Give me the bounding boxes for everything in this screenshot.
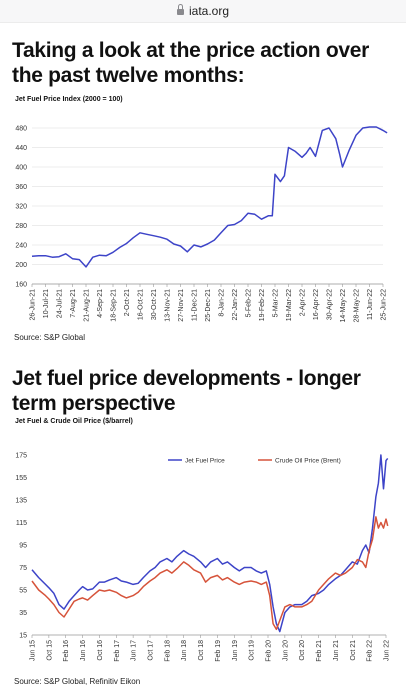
x-tick-label: 8-Jan-22 xyxy=(219,289,226,317)
y-tick-label: 320 xyxy=(15,204,27,211)
x-tick-label: 16-Apr-22 xyxy=(313,289,320,320)
x-tick-label: Oct 19 xyxy=(249,640,256,661)
lock-icon xyxy=(176,4,184,15)
series-line-0 xyxy=(31,126,388,268)
x-tick-label: 16-Oct-21 xyxy=(138,289,145,320)
x-tick-label: Oct 16 xyxy=(97,640,104,661)
x-tick-label: 30-Apr-22 xyxy=(327,289,334,320)
url-text: iata.org xyxy=(188,4,230,18)
browser-address-bar[interactable]: iata.org xyxy=(0,0,406,23)
chart1-source: Source: S&P Global xyxy=(14,333,86,342)
x-tick-label: 5-Feb-22 xyxy=(246,289,253,318)
x-tick-label: Feb 19 xyxy=(215,640,222,662)
x-tick-label: 25-Jun-22 xyxy=(381,289,388,321)
x-tick-label: Jun 20 xyxy=(282,640,289,661)
x-tick-label: 22-Jan-22 xyxy=(232,289,239,321)
x-tick-label: Feb 20 xyxy=(266,640,273,662)
chart2-title: Jet Fuel & Crude Oil Price ($/barrel) xyxy=(15,418,133,425)
x-tick-label: 2-Apr-22 xyxy=(300,289,307,316)
y-tick-label: 240 xyxy=(15,243,27,250)
y-tick-label: 175 xyxy=(15,453,27,460)
y-tick-label: 360 xyxy=(15,184,27,191)
x-tick-label: Feb 18 xyxy=(164,640,171,662)
chart2-source: Source: S&P Global, Refinitiv Eikon xyxy=(14,677,141,686)
y-tick-label: 35 xyxy=(19,610,27,617)
chart1-title: Jet Fuel Price Index (2000 = 100) xyxy=(15,96,123,103)
x-tick-label: 19-Feb-22 xyxy=(259,289,266,321)
x-tick-label: 11-Dec-21 xyxy=(192,289,199,321)
y-tick-label: 480 xyxy=(15,126,27,133)
x-tick-label: 21-Aug-21 xyxy=(84,289,91,322)
x-tick-label: Jun 19 xyxy=(232,640,239,661)
x-tick-label: Jun 22 xyxy=(384,640,391,661)
x-tick-label: 11-Jun-22 xyxy=(367,289,374,320)
x-tick-label: Jun 17 xyxy=(131,640,138,661)
y-tick-label: 75 xyxy=(19,565,27,572)
x-tick-label: 18-Sep-21 xyxy=(111,289,118,322)
x-tick-label: 5-Mar-22 xyxy=(273,289,280,318)
chart1-svg: 160 200 240 280 320 360 400 440 480 26-Jun-21 10-J… xyxy=(15,126,388,323)
y-tick-label: 115 xyxy=(16,520,27,527)
y-tick-label: 440 xyxy=(15,145,27,152)
x-tick-label: Oct 18 xyxy=(198,640,205,661)
x-tick-label: 27-Nov-21 xyxy=(178,289,185,322)
x-tick-label: 24-Jul-21 xyxy=(57,289,64,318)
y-tick-label: 55 xyxy=(19,588,27,595)
x-tick-label: 30-Oct-21 xyxy=(151,289,158,320)
chart2-svg: 15 35 55 75 95 115 135 155 175 Jun 15 Oct 15 Feb 16… xyxy=(15,453,391,662)
x-tick-label: 26-Jun-21 xyxy=(30,289,37,321)
y-tick-label: 400 xyxy=(15,165,27,172)
x-tick-label: 2-Oct-21 xyxy=(124,289,131,316)
x-tick-label: Jun 21 xyxy=(333,640,340,661)
x-tick-label: Oct 21 xyxy=(350,640,357,661)
section1-heading: Taking a look at the price action over t… xyxy=(12,39,369,87)
x-tick-label: Feb 17 xyxy=(114,640,121,662)
x-tick-label: Oct 15 xyxy=(46,640,53,661)
x-tick-label: 4-Sep-21 xyxy=(97,289,104,318)
x-tick-label: Oct 17 xyxy=(148,640,155,661)
x-tick-label: 10-Jul-21 xyxy=(43,289,50,318)
y-tick-label: 280 xyxy=(15,223,27,230)
y-tick-label: 95 xyxy=(19,543,27,550)
series-line-1 xyxy=(31,516,389,631)
x-tick-label: 13-Nov-21 xyxy=(165,289,172,322)
y-tick-label: 160 xyxy=(15,282,27,289)
series-line-0 xyxy=(31,454,389,633)
x-tick-label: Jun 18 xyxy=(181,640,188,661)
x-tick-label: 14-May-22 xyxy=(340,289,347,323)
x-tick-label: Oct 20 xyxy=(299,640,306,661)
y-tick-label: 155 xyxy=(15,475,27,482)
x-tick-label: 25-Dec-21 xyxy=(205,289,212,322)
x-tick-label: 19-Mar-22 xyxy=(286,289,293,321)
x-tick-label: Feb 22 xyxy=(367,640,374,662)
x-tick-label: Jun 16 xyxy=(80,640,87,661)
y-tick-label: 135 xyxy=(15,498,27,505)
legend-label: Crude Oil Price (Brent) xyxy=(275,458,341,465)
x-tick-label: Feb 21 xyxy=(316,640,323,662)
x-tick-label: Jun 15 xyxy=(30,640,37,661)
section2-heading: Jet fuel price developments - longer ter… xyxy=(12,367,361,415)
x-tick-label: Feb 16 xyxy=(63,640,70,662)
legend-label: Jet Fuel Price xyxy=(185,458,225,465)
y-tick-label: 200 xyxy=(15,262,27,269)
y-tick-label: 15 xyxy=(19,633,27,640)
x-tick-label: 7-Aug-21 xyxy=(70,289,77,318)
x-tick-label: 28-May-22 xyxy=(354,289,361,323)
